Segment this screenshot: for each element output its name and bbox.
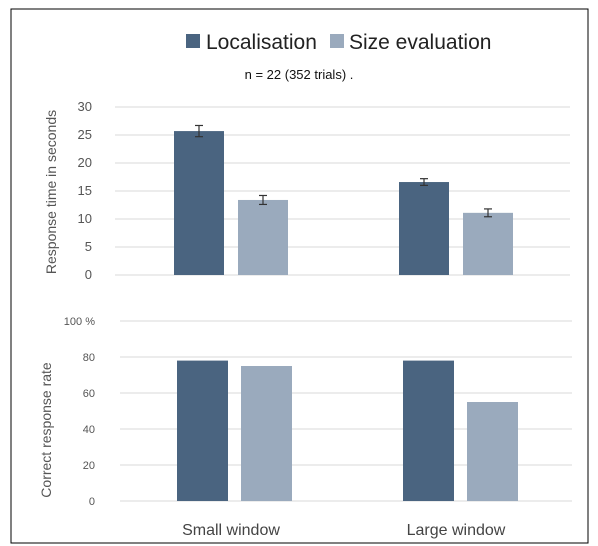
response-time-y-tick-label: 15 (78, 183, 92, 198)
response-time-y-tick-label: 5 (85, 239, 92, 254)
response-time-bar-localisation (174, 131, 224, 275)
correct-response-bar-size-evaluation (241, 366, 292, 501)
response-time-y-tick-label: 30 (78, 99, 92, 114)
chart-subtitle: n = 22 (352 trials) . (245, 67, 354, 82)
response-time-y-tick-label: 0 (85, 267, 92, 282)
correct-response-y-tick-label: 0 (89, 496, 95, 508)
correct-response-y-axis-label: Correct response rate (38, 362, 54, 498)
correct-response-bar-size-evaluation (467, 402, 518, 501)
response-time-bar-size-evaluation (463, 213, 513, 275)
legend-label-size-evaluation: Size evaluation (349, 31, 491, 54)
response-time-y-tick-label: 10 (78, 211, 92, 226)
correct-response-y-tick-label: 20 (83, 460, 95, 472)
response-time-y-tick-label: 25 (78, 127, 92, 142)
correct-response-y-tick-label: 40 (83, 424, 95, 436)
legend-label-localisation: Localisation (206, 31, 317, 54)
correct-response-bar-localisation (177, 361, 228, 501)
correct-response-bar-localisation (403, 361, 454, 501)
legend-swatch-localisation (186, 34, 200, 48)
response-time-bar-localisation (399, 182, 449, 275)
response-time-bar-size-evaluation (238, 200, 288, 275)
legend-swatch-size-evaluation (330, 34, 344, 48)
correct-response-y-tick-label: 60 (83, 388, 95, 400)
response-time-y-axis-label: Response time in seconds (43, 110, 59, 274)
x-label-large-window: Large window (407, 522, 506, 539)
correct-response-y-tick-label: 100 % (64, 316, 95, 328)
correct-response-y-tick-label: 80 (83, 352, 95, 364)
x-label-small-window: Small window (182, 522, 280, 539)
response-time-y-tick-label: 20 (78, 155, 92, 170)
